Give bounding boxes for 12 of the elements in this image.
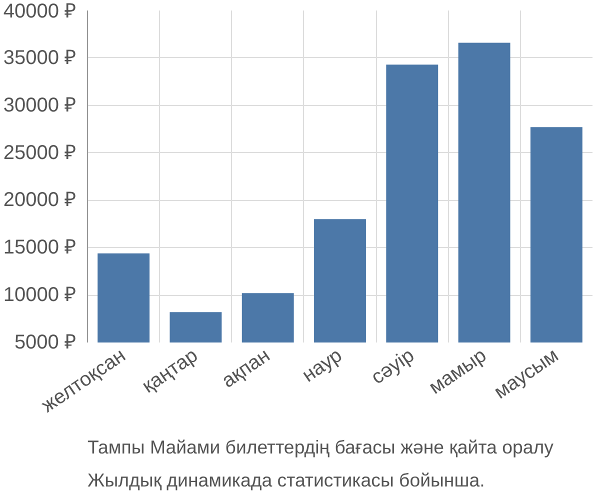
y-tick-label: 25000 ₽ (3, 142, 76, 164)
y-tick-label: 10000 ₽ (3, 284, 76, 306)
y-tick-label: 15000 ₽ (3, 236, 76, 259)
y-tick-label: 35000 ₽ (3, 46, 76, 69)
x-tick-label: сәуір (367, 344, 418, 389)
y-tick-label: 40000 ₽ (3, 0, 76, 22)
text: Тампы Майами билеттердің бағасы және қайта оралу (88, 436, 554, 458)
x-tick-label: наур (298, 344, 346, 387)
y-tick-label: 30000 ₽ (3, 94, 76, 116)
y-tick-label: 20000 ₽ (3, 189, 76, 212)
text: Жылдық динамикада статистикасы бойынша. (88, 470, 485, 490)
y-tick-label: 5000 ₽ (14, 332, 77, 354)
